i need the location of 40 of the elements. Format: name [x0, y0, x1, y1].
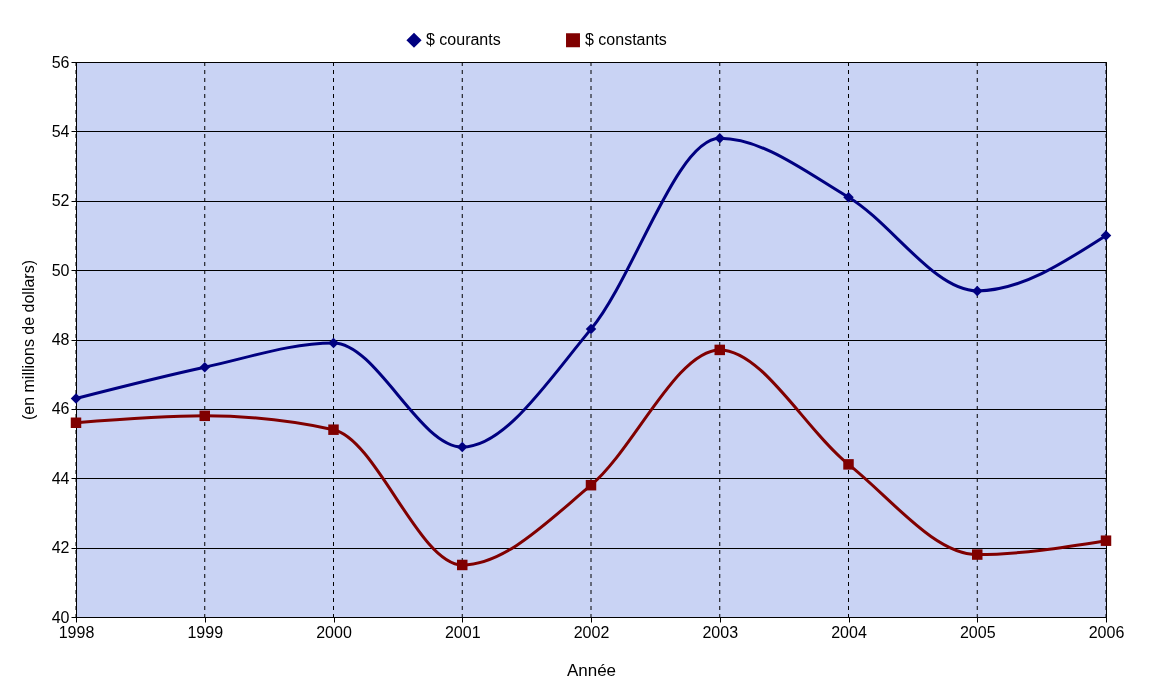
y-tick-label: 56: [51, 53, 70, 71]
y-tick-label: 46: [51, 400, 70, 418]
y-tick-label: 50: [51, 261, 70, 279]
point: [714, 133, 725, 144]
point: [328, 424, 339, 435]
y-tick-label: 40: [51, 608, 70, 626]
point: [585, 323, 597, 335]
point: [585, 479, 597, 491]
y-tick-label: 54: [51, 122, 70, 140]
point: [457, 441, 468, 453]
y-tick-label: 42: [51, 539, 70, 557]
x-tick-label: 2005: [959, 623, 996, 641]
point: [70, 393, 82, 404]
y-tick-label: 44: [51, 469, 70, 487]
point: [972, 285, 983, 297]
y-tick-label: 48: [51, 331, 70, 348]
point: [843, 459, 854, 470]
point: [843, 192, 854, 203]
x-tick-label: 2000: [316, 623, 352, 641]
x-tick-label: 2004: [831, 623, 867, 641]
x-tick-label: 2003: [702, 623, 739, 641]
point: [70, 417, 82, 428]
x-axis-title: Année: [566, 660, 617, 680]
x-tick-label: 2006: [1088, 623, 1125, 641]
point: [1100, 535, 1112, 546]
point: [457, 559, 468, 571]
legend-label: $ courants: [426, 31, 501, 49]
point: [972, 549, 983, 560]
y-axis-title: (en millions de dollars): [19, 259, 37, 421]
x-tick-label: 1998: [58, 623, 95, 641]
point: [199, 362, 210, 373]
x-tick-label: 2002: [573, 623, 610, 641]
point: [328, 337, 339, 349]
point: [199, 410, 210, 422]
y-tick-label: 52: [51, 192, 70, 210]
legend-label: $ constants: [585, 31, 667, 49]
x-tick-label: 1999: [187, 623, 224, 641]
point: [714, 344, 725, 356]
point: [1100, 230, 1112, 241]
x-tick-label: 2001: [444, 623, 481, 641]
